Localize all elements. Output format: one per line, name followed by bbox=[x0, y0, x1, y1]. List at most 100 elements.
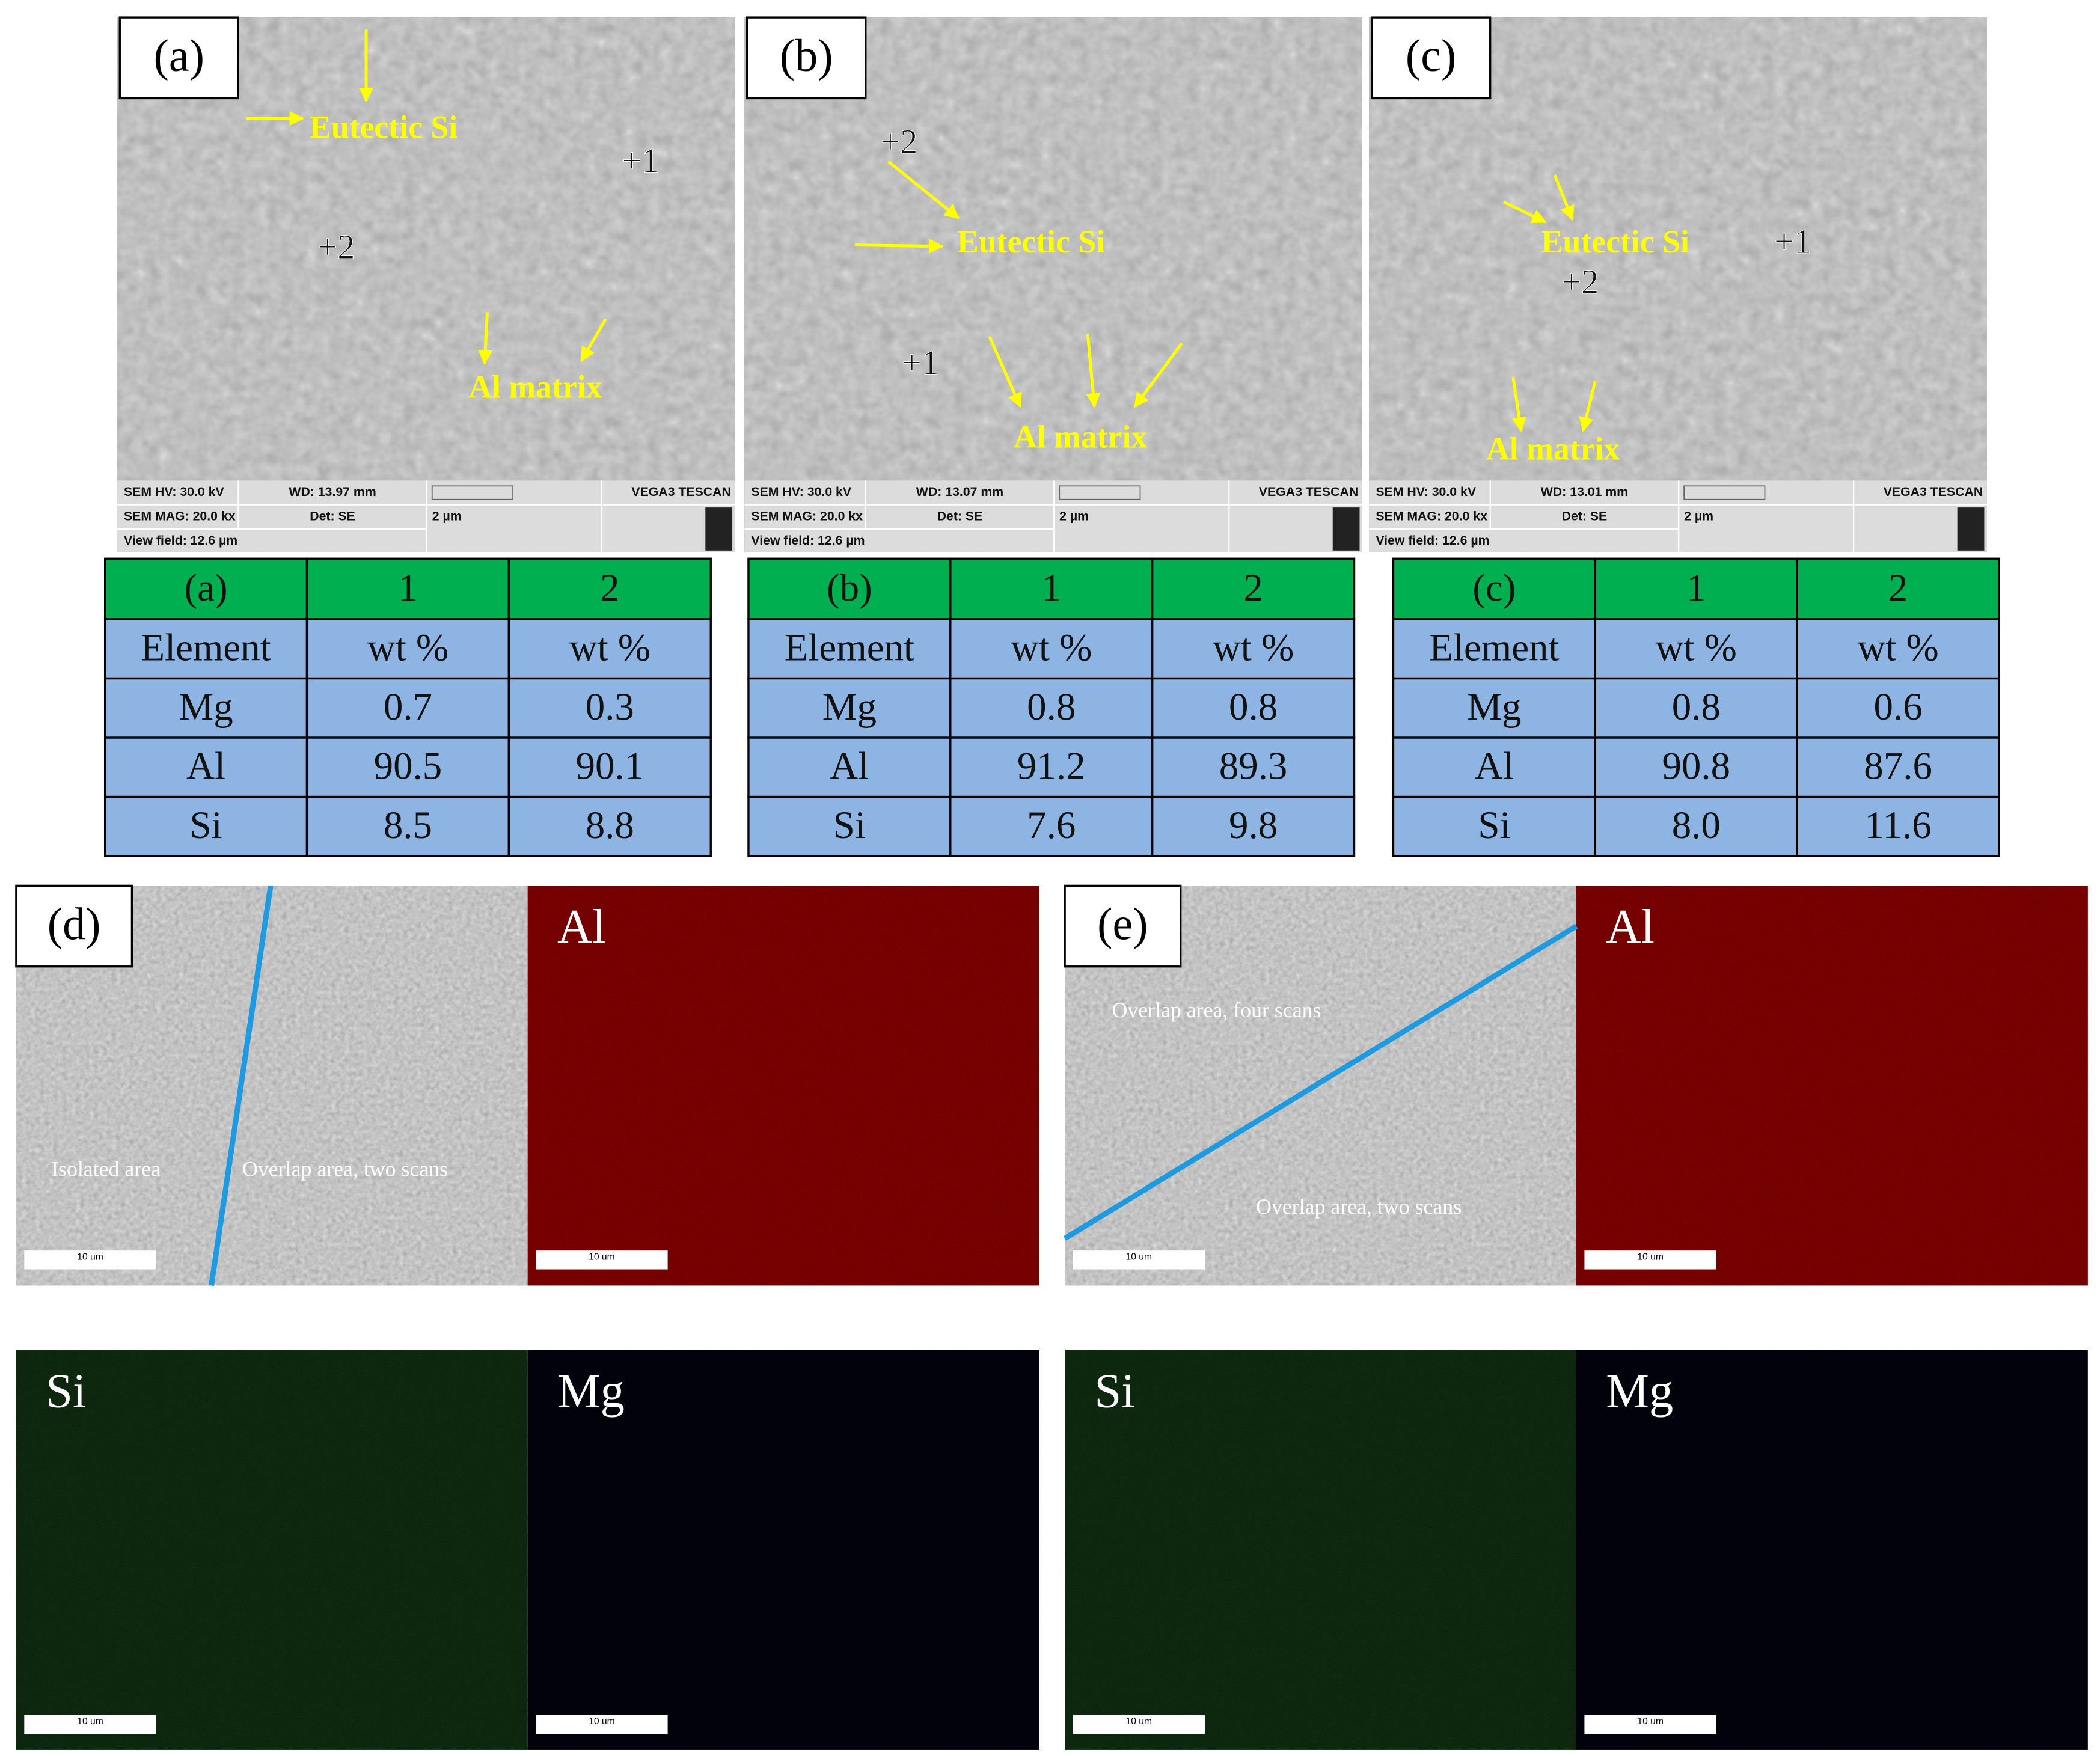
table-text: 0.8 bbox=[1229, 685, 1278, 729]
table-text: 90.5 bbox=[374, 745, 442, 788]
table-text: 0.8 bbox=[1027, 685, 1076, 729]
table-cell bbox=[507, 677, 712, 739]
scale-ruler bbox=[431, 485, 513, 500]
table-text: 1 bbox=[1686, 566, 1706, 610]
scale-text: 10 um bbox=[77, 1252, 103, 1262]
arrow bbox=[580, 318, 607, 363]
map-label: Al bbox=[1606, 900, 1655, 953]
table-text: 8.8 bbox=[586, 804, 634, 847]
scale-bar bbox=[1584, 1715, 1716, 1734]
point-marker: +2 bbox=[1561, 262, 1599, 301]
table-cell bbox=[747, 736, 952, 798]
info-text: 2 µm bbox=[1684, 509, 1713, 523]
table-text: 2 bbox=[1243, 566, 1263, 610]
arrow bbox=[477, 312, 493, 366]
annotation: Overlap area, four scans bbox=[1112, 998, 1321, 1022]
info-text: VEGA3 TESCAN bbox=[1884, 485, 1983, 499]
map-noise bbox=[16, 1350, 528, 1750]
table-text: 0.3 bbox=[586, 685, 634, 729]
table-text: Si bbox=[190, 804, 222, 847]
table-text: 91.2 bbox=[1017, 745, 1086, 788]
info-text: View field: 12.6 µm bbox=[751, 533, 865, 548]
table-cell bbox=[103, 795, 308, 857]
table-cell bbox=[1151, 736, 1356, 798]
table-text: 90.8 bbox=[1662, 745, 1730, 788]
table-text: 1 bbox=[1042, 566, 1061, 610]
info-text: View field: 12.6 µm bbox=[124, 533, 237, 548]
table-text: 7.6 bbox=[1027, 804, 1076, 847]
annotation: Al matrix bbox=[1014, 419, 1147, 455]
table-text: Si bbox=[1478, 804, 1510, 847]
map-noise bbox=[1065, 1350, 1576, 1750]
table-text: wt % bbox=[569, 626, 651, 670]
point-marker: +2 bbox=[880, 122, 917, 161]
table-cell bbox=[1594, 795, 1798, 857]
panel-label: (b) bbox=[780, 31, 833, 81]
table-text: Al bbox=[186, 745, 225, 788]
scale-text: 10 um bbox=[589, 1252, 615, 1262]
table-cell bbox=[305, 557, 510, 620]
point-marker: +1 bbox=[902, 343, 939, 382]
table-text: Al bbox=[1475, 745, 1514, 788]
table-cell bbox=[1392, 736, 1597, 798]
table-cell bbox=[305, 795, 510, 857]
sem-image bbox=[117, 17, 735, 552]
scale-text: 10 um bbox=[1126, 1716, 1153, 1727]
table-cell bbox=[1151, 618, 1356, 680]
scale-bar bbox=[24, 1715, 156, 1734]
scale-text: 10 um bbox=[589, 1716, 615, 1727]
table-cell bbox=[103, 677, 308, 739]
info-text: 2 µm bbox=[1059, 509, 1089, 523]
map-noise bbox=[527, 1350, 1039, 1750]
table-cell bbox=[1796, 677, 2000, 739]
annotation: Eutectic Si bbox=[310, 109, 458, 145]
table-text: 0.8 bbox=[1672, 685, 1721, 729]
scale-bar bbox=[1584, 1250, 1716, 1270]
sem-panel: Eutectic Si Al matrix +1 +2 (b) SEM HV: 30.0 … bbox=[744, 16, 1362, 552]
label-box bbox=[746, 16, 867, 100]
table-cell bbox=[1151, 677, 1356, 739]
scale-text: 10 um bbox=[77, 1716, 103, 1727]
table-text: 1 bbox=[398, 566, 417, 610]
sem-panel: Eutectic Si Al matrix +1 +2 (a) SEM HV: 30.0 … bbox=[117, 16, 735, 552]
point-marker: +1 bbox=[1774, 222, 1811, 261]
logo bbox=[1957, 507, 1985, 551]
map-noise bbox=[1576, 886, 2088, 1286]
table-cell bbox=[103, 557, 308, 620]
table-text: (b) bbox=[827, 566, 872, 610]
info-text: Det: SE bbox=[310, 509, 355, 523]
table-text: wt % bbox=[1656, 626, 1737, 670]
arrow bbox=[1553, 174, 1575, 221]
table-text: Element bbox=[785, 626, 914, 670]
info-text: SEM MAG: 20.0 kx bbox=[751, 509, 863, 523]
arrow bbox=[988, 335, 1022, 408]
map-label: Mg bbox=[1606, 1365, 1673, 1418]
table-text: 9.8 bbox=[1229, 804, 1278, 847]
data-table: (a) 1 2 Element wt % wt % Mg 0.7 0.3 Al 90.5 90.1 Si… bbox=[103, 557, 712, 857]
point-marker: +2 bbox=[317, 227, 355, 266]
info-text: Det: SE bbox=[1562, 509, 1608, 523]
info-text: SEM HV: 30.0 kV bbox=[751, 485, 851, 499]
table-cell bbox=[747, 557, 952, 620]
map-label: Si bbox=[46, 1365, 86, 1418]
annotation: Overlap area, two scans bbox=[242, 1157, 448, 1181]
table-cell bbox=[949, 557, 1154, 620]
info-text: SEM HV: 30.0 kV bbox=[1376, 485, 1476, 499]
table-cell bbox=[1392, 677, 1597, 739]
table-text: Element bbox=[141, 626, 271, 670]
panel-label: (c) bbox=[1406, 31, 1456, 81]
annotation: Al matrix bbox=[1486, 431, 1620, 467]
scale-ruler bbox=[1683, 485, 1766, 500]
scale-text: 10 um bbox=[1637, 1252, 1664, 1262]
logo bbox=[1332, 507, 1360, 551]
panel-label: (d) bbox=[47, 899, 101, 949]
table-cell bbox=[949, 795, 1154, 857]
table-text: 90.1 bbox=[576, 745, 644, 788]
table-text: Mg bbox=[179, 685, 233, 729]
sem-panel: Eutectic Si Al matrix +1 +2 (c) SEM HV: 30.0 … bbox=[1369, 16, 1987, 552]
arrow bbox=[1579, 381, 1597, 432]
table-cell bbox=[1796, 795, 2000, 857]
table-text: Element bbox=[1429, 626, 1559, 670]
arrow bbox=[1511, 376, 1527, 432]
